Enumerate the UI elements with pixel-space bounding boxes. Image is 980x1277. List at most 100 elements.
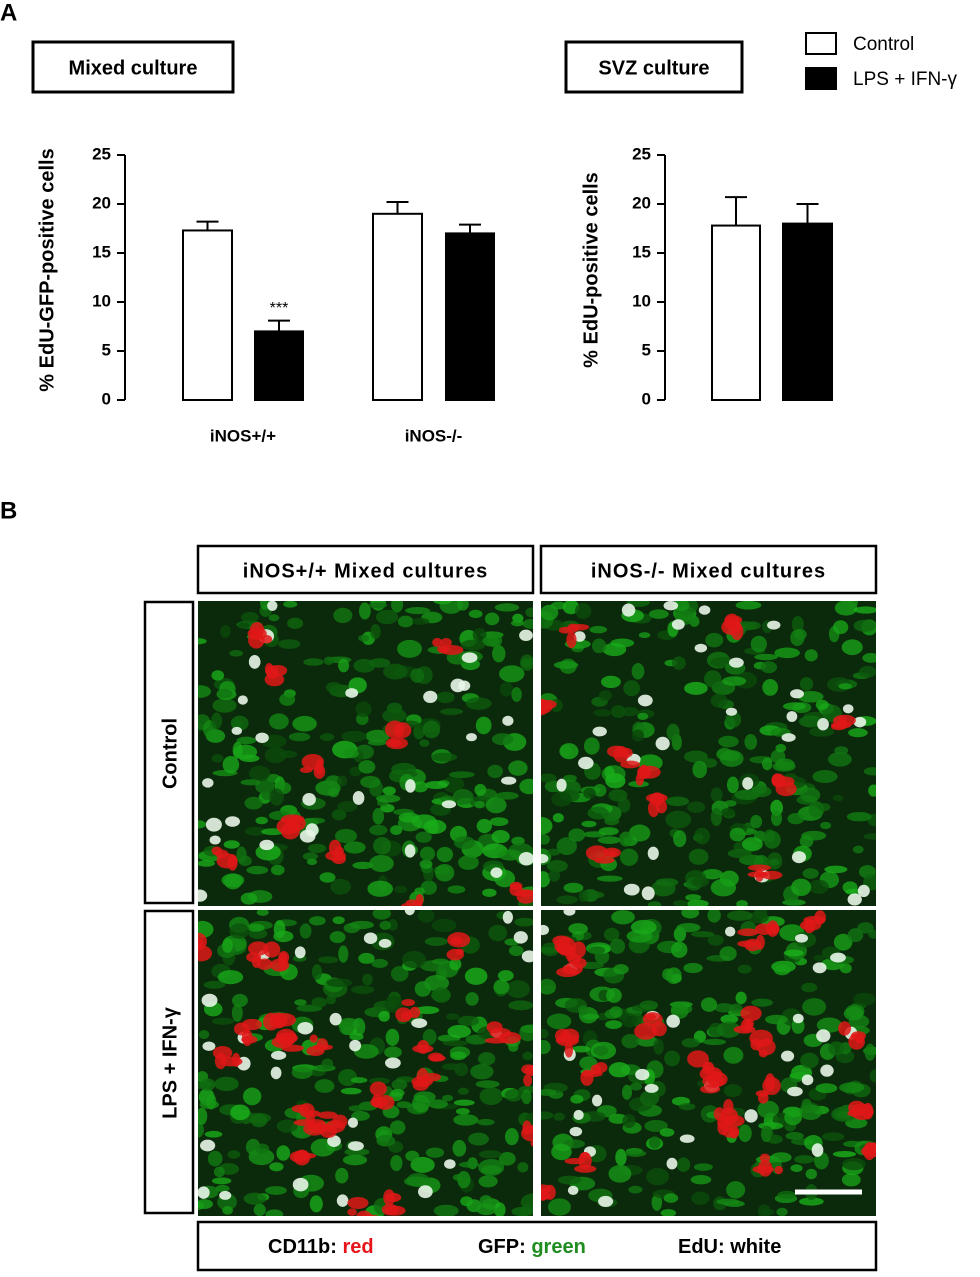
cell [571,1045,591,1053]
cell [621,1033,640,1049]
cell [358,760,376,774]
cell [237,621,250,629]
cell [475,1080,500,1088]
cell [609,938,626,954]
cell [805,1168,818,1180]
nucleus [363,932,378,944]
cell [610,705,626,718]
cell [578,890,589,902]
stain-name: EdU: [678,1236,730,1258]
microglia [227,854,238,871]
cell [858,665,876,678]
cell [541,1040,551,1055]
cell [403,1176,429,1187]
cell [206,1093,217,1110]
microglia [440,638,452,648]
nucleus [787,1086,803,1097]
cell [412,1094,430,1113]
bar [372,212,423,401]
micrograph [541,601,876,906]
microglia [717,1114,733,1131]
microglia [762,1077,781,1096]
cell [719,946,737,962]
nucleus [199,1139,216,1152]
micrograph [198,910,533,1216]
cell [541,1111,554,1120]
nucleus [259,839,275,851]
microglia [301,753,325,770]
cell [563,774,577,783]
microglia [273,1013,297,1027]
cell [520,1024,533,1034]
y-tick-label: 5 [642,340,651,359]
cell [302,852,319,861]
microglia [655,799,668,814]
cell [551,791,572,807]
microglia [740,1005,762,1022]
cell [619,848,639,866]
cell [387,919,398,931]
cell [506,980,530,999]
cell [692,760,707,779]
cell [227,1150,241,1159]
nucleus [816,1029,831,1043]
cell [287,617,304,629]
cell [414,887,425,896]
cell [735,991,747,1005]
cell [328,787,339,798]
microglia [524,1065,533,1077]
cell [721,808,736,817]
cell [519,654,533,671]
cell [514,917,533,927]
microglia [530,1140,533,1147]
nucleus [567,1185,579,1196]
cell [341,730,367,743]
cell [802,998,827,1016]
nucleus [563,910,576,916]
cell [338,945,349,963]
microglia [422,1072,441,1082]
stain-legend-entry: CD11b: red [268,1236,374,1258]
x-tick-label: iNOS-/- [405,426,463,445]
cell [726,776,739,794]
cell [273,930,294,943]
cell [211,1177,232,1185]
cell [557,1175,582,1185]
cell [452,1139,467,1157]
cell [522,619,533,629]
microglia [562,965,572,974]
cell [832,794,844,802]
cell [751,998,773,1007]
cell [662,968,674,981]
cell [707,910,721,923]
cell [414,981,432,997]
cell [368,602,388,609]
nucleus [591,1094,603,1107]
cell [230,715,249,731]
nucleus [501,776,517,785]
nucleus [744,1109,758,1123]
cell [704,670,722,688]
cell [410,668,425,683]
cell [716,1198,740,1205]
nucleus [698,605,711,615]
cell [659,1128,675,1137]
cell [340,1087,362,1095]
cell [329,931,346,944]
cell [862,653,876,663]
cell [244,826,267,836]
cell [418,910,435,923]
cell [857,922,874,934]
micrograph-content [198,601,533,906]
nucleus [635,1068,650,1081]
cell [484,612,500,626]
cell [398,812,420,823]
cell [436,846,454,863]
cell [442,1094,454,1102]
cell [369,854,394,873]
cell [335,828,357,844]
cell [693,1163,713,1171]
y-tick-label: 25 [92,144,111,163]
bar [782,222,833,401]
cell [577,1005,589,1016]
